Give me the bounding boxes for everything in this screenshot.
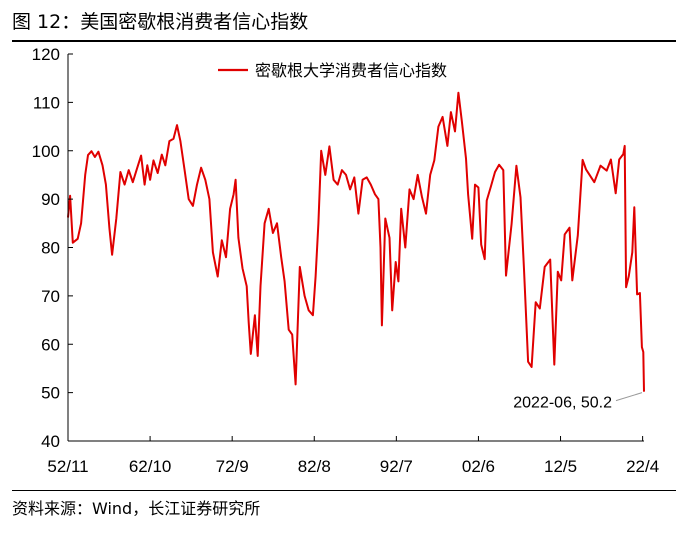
y-tick-label: 100 bbox=[32, 142, 60, 161]
source-note: 资料来源：Wind，长江证券研究所 bbox=[12, 499, 261, 518]
y-tick-label: 40 bbox=[41, 432, 60, 451]
x-tick-label: 22/4 bbox=[626, 457, 659, 476]
x-tick-label: 62/10 bbox=[129, 457, 172, 476]
annotation: 2022-06, 50.2 bbox=[513, 392, 643, 412]
y-tick-label: 110 bbox=[33, 93, 60, 112]
footer-rule bbox=[12, 490, 676, 491]
y-tick-label: 120 bbox=[32, 45, 60, 64]
x-tick-label: 02/6 bbox=[462, 457, 495, 476]
y-ticks: 40 50 60 70 80 90 100 110 120 bbox=[32, 45, 73, 451]
title-rule bbox=[12, 40, 676, 42]
annotation-label: 2022-06, 50.2 bbox=[513, 395, 612, 412]
x-tick-label: 82/8 bbox=[298, 457, 331, 476]
x-tick-label: 12/5 bbox=[544, 457, 577, 476]
x-tick-label: 72/9 bbox=[216, 457, 249, 476]
y-tick-label: 50 bbox=[41, 384, 60, 403]
y-tick-label: 60 bbox=[41, 335, 60, 354]
series-line bbox=[67, 91, 645, 392]
x-ticks: 52/11 62/10 72/9 82/8 92/7 02/6 12/5 22/4 bbox=[47, 436, 659, 476]
legend: 密歇根大学消费者信心指数 bbox=[218, 61, 447, 80]
y-tick-label: 70 bbox=[41, 287, 60, 306]
annotation-leader bbox=[615, 392, 643, 402]
x-tick-label: 52/11 bbox=[47, 457, 88, 476]
figure-title: 图 12：美国密歇根消费者信心指数 bbox=[12, 11, 309, 33]
y-tick-label: 80 bbox=[41, 239, 60, 258]
y-tick-label: 90 bbox=[41, 190, 60, 209]
series-layer bbox=[67, 91, 645, 392]
legend-label: 密歇根大学消费者信心指数 bbox=[255, 61, 447, 80]
x-tick-label: 92/7 bbox=[380, 457, 413, 476]
